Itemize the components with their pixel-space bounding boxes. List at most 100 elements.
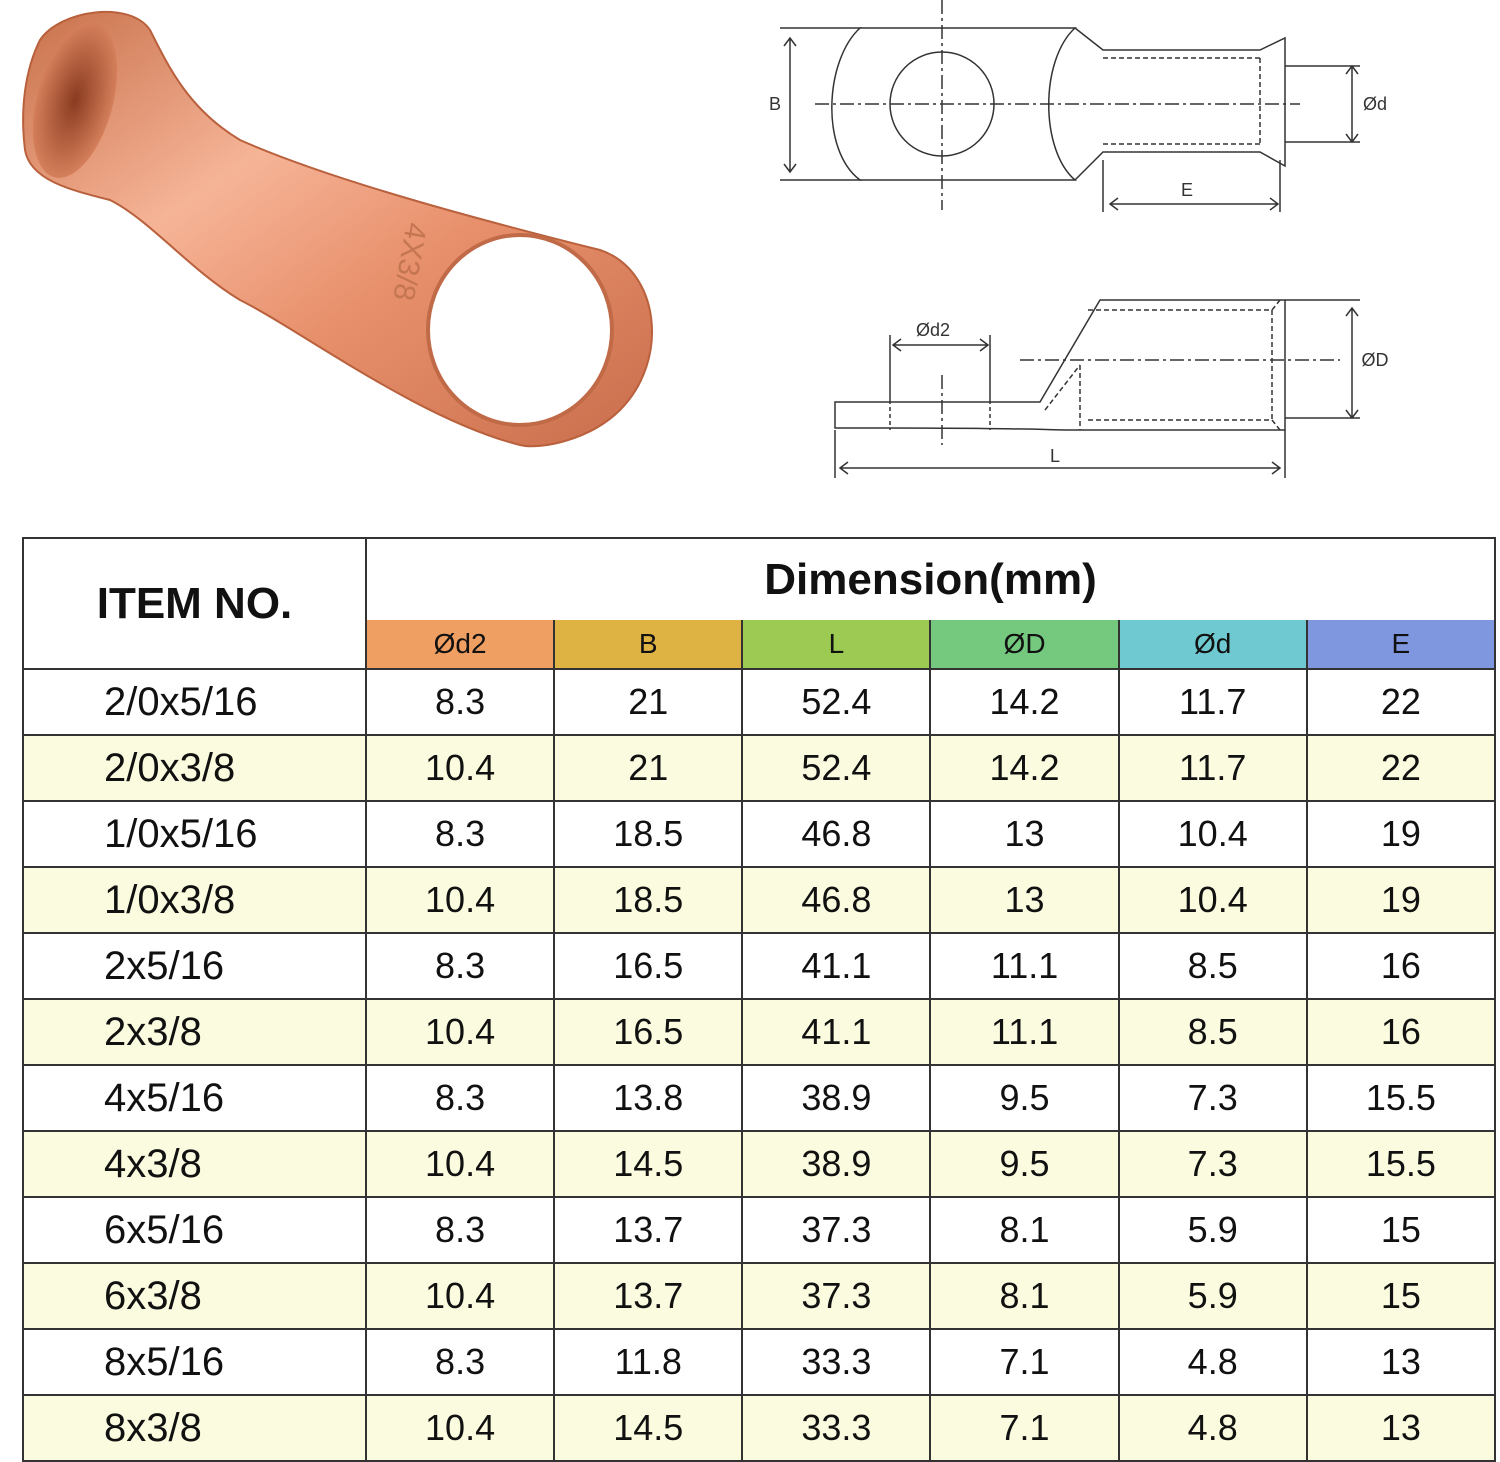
item-cell: 4x3/8 bbox=[22, 1130, 367, 1198]
value-cell: 11.1 bbox=[929, 932, 1120, 1000]
value-cell: 8.3 bbox=[364, 800, 556, 868]
value-cell: 14.2 bbox=[929, 734, 1120, 802]
value-cell: 8.1 bbox=[929, 1196, 1120, 1264]
value-cell: 21 bbox=[553, 734, 744, 802]
value-cell: 8.5 bbox=[1117, 932, 1308, 1000]
item-cell: 2x3/8 bbox=[22, 998, 367, 1066]
value-cell: 8.3 bbox=[364, 668, 556, 736]
dim-label: Ød2 bbox=[916, 320, 950, 340]
value-cell: 13.8 bbox=[553, 1064, 744, 1132]
column-header: L bbox=[741, 620, 932, 670]
value-cell: 14.5 bbox=[553, 1394, 744, 1462]
value-cell: 8.3 bbox=[364, 1064, 556, 1132]
value-cell: 11.7 bbox=[1117, 734, 1308, 802]
value-cell: 22 bbox=[1305, 734, 1497, 802]
value-cell: 7.3 bbox=[1117, 1130, 1308, 1198]
value-cell: 46.8 bbox=[741, 800, 932, 868]
table-row: 6x3/8 10.4 13.7 37.3 8.1 5.9 15 bbox=[22, 1262, 1497, 1330]
value-cell: 8.3 bbox=[364, 932, 556, 1000]
table-row: 1/0x3/8 10.4 18.5 46.8 13 10.4 19 bbox=[22, 866, 1497, 934]
value-cell: 11.1 bbox=[929, 998, 1120, 1066]
table-row: 8x5/16 8.3 11.8 33.3 7.1 4.8 13 bbox=[22, 1328, 1497, 1396]
value-cell: 46.8 bbox=[741, 866, 932, 934]
value-cell: 15.5 bbox=[1305, 1130, 1497, 1198]
value-cell: 52.4 bbox=[741, 668, 932, 736]
column-header: ØD bbox=[929, 620, 1120, 670]
value-cell: 10.4 bbox=[1117, 866, 1308, 934]
item-cell: 4x5/16 bbox=[22, 1064, 367, 1132]
table-row: 2/0x3/8 10.4 21 52.4 14.2 11.7 22 bbox=[22, 734, 1497, 802]
value-cell: 13 bbox=[1305, 1394, 1497, 1462]
table-row: 4x5/16 8.3 13.8 38.9 9.5 7.3 15.5 bbox=[22, 1064, 1497, 1132]
value-cell: 10.4 bbox=[364, 734, 556, 802]
table-row: 2x5/16 8.3 16.5 41.1 11.1 8.5 16 bbox=[22, 932, 1497, 1000]
dim-label: ØD bbox=[1362, 350, 1389, 370]
value-cell: 11.8 bbox=[553, 1328, 744, 1396]
value-cell: 38.9 bbox=[741, 1130, 932, 1198]
value-cell: 13 bbox=[929, 800, 1120, 868]
value-cell: 8.1 bbox=[929, 1262, 1120, 1330]
lug-hole bbox=[426, 233, 614, 427]
item-cell: 2x5/16 bbox=[22, 932, 367, 1000]
value-cell: 8.3 bbox=[364, 1196, 556, 1264]
group-header: Dimension(mm) bbox=[365, 537, 1496, 620]
dim-label: L bbox=[1050, 446, 1060, 466]
illustrations: 4X3/8 B Ød E Ød2 ØD L bbox=[22, 0, 1389, 478]
value-cell: 10.4 bbox=[364, 1394, 556, 1462]
table-row: 2/0x5/16 8.3 21 52.4 14.2 11.7 22 bbox=[22, 668, 1497, 736]
value-cell: 13 bbox=[929, 866, 1120, 934]
side-view-drawing bbox=[834, 299, 1360, 478]
item-cell: 1/0x5/16 bbox=[22, 800, 367, 868]
value-cell: 14.5 bbox=[553, 1130, 744, 1198]
value-cell: 19 bbox=[1305, 866, 1497, 934]
item-cell: 6x5/16 bbox=[22, 1196, 367, 1264]
value-cell: 7.1 bbox=[929, 1394, 1120, 1462]
dim-label: E bbox=[1181, 180, 1193, 200]
dim-label: Ød bbox=[1363, 94, 1387, 114]
value-cell: 18.5 bbox=[553, 800, 744, 868]
value-cell: 9.5 bbox=[929, 1130, 1120, 1198]
lug-barrel-opening bbox=[32, 22, 118, 178]
value-cell: 7.3 bbox=[1117, 1064, 1308, 1132]
value-cell: 38.9 bbox=[741, 1064, 932, 1132]
value-cell: 5.9 bbox=[1117, 1196, 1308, 1264]
item-cell: 2/0x3/8 bbox=[22, 734, 367, 802]
item-header: ITEM NO. bbox=[22, 537, 367, 670]
value-cell: 15.5 bbox=[1305, 1064, 1497, 1132]
value-cell: 14.2 bbox=[929, 668, 1120, 736]
value-cell: 13.7 bbox=[553, 1196, 744, 1264]
value-cell: 13 bbox=[1305, 1328, 1497, 1396]
value-cell: 37.3 bbox=[741, 1262, 932, 1330]
value-cell: 16 bbox=[1305, 998, 1497, 1066]
item-cell: 8x5/16 bbox=[22, 1328, 367, 1396]
value-cell: 16.5 bbox=[553, 932, 744, 1000]
value-cell: 33.3 bbox=[741, 1394, 932, 1462]
value-cell: 21 bbox=[553, 668, 744, 736]
item-cell: 8x3/8 bbox=[22, 1394, 367, 1462]
value-cell: 18.5 bbox=[553, 866, 744, 934]
column-header: B bbox=[553, 620, 744, 670]
value-cell: 13.7 bbox=[553, 1262, 744, 1330]
dim-label: B bbox=[769, 94, 781, 114]
value-cell: 4.8 bbox=[1117, 1328, 1308, 1396]
value-cell: 10.4 bbox=[364, 998, 556, 1066]
value-cell: 8.3 bbox=[364, 1328, 556, 1396]
value-cell: 52.4 bbox=[741, 734, 932, 802]
value-cell: 10.4 bbox=[364, 1262, 556, 1330]
column-header: E bbox=[1305, 620, 1497, 670]
value-cell: 16 bbox=[1305, 932, 1497, 1000]
value-cell: 19 bbox=[1305, 800, 1497, 868]
table-row: 1/0x5/16 8.3 18.5 46.8 13 10.4 19 bbox=[22, 800, 1497, 868]
value-cell: 5.9 bbox=[1117, 1262, 1308, 1330]
table-row: 4x3/8 10.4 14.5 38.9 9.5 7.3 15.5 bbox=[22, 1130, 1497, 1198]
table-row: 8x3/8 10.4 14.5 33.3 7.1 4.8 13 bbox=[22, 1394, 1497, 1462]
value-cell: 15 bbox=[1305, 1262, 1497, 1330]
value-cell: 37.3 bbox=[741, 1196, 932, 1264]
item-cell: 1/0x3/8 bbox=[22, 866, 367, 934]
table-row: 2x3/8 10.4 16.5 41.1 11.1 8.5 16 bbox=[22, 998, 1497, 1066]
top-view-drawing bbox=[780, 0, 1360, 212]
item-cell: 6x3/8 bbox=[22, 1262, 367, 1330]
value-cell: 41.1 bbox=[741, 932, 932, 1000]
value-cell: 41.1 bbox=[741, 998, 932, 1066]
